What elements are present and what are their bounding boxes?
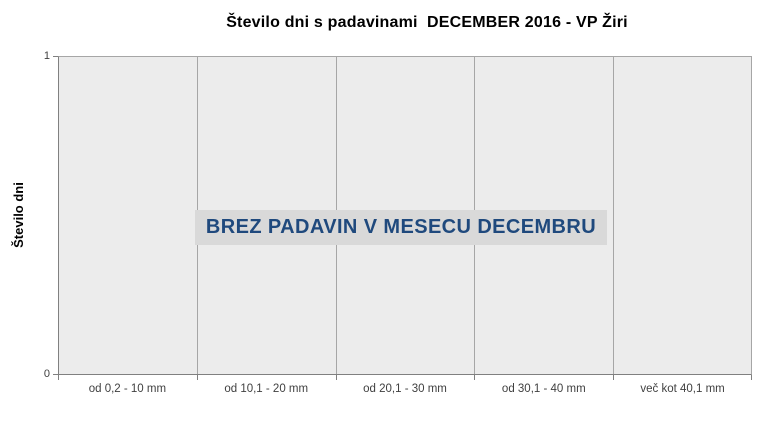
x-axis-label: od 30,1 - 40 mm <box>501 383 586 395</box>
y-tick-label-max: 1 <box>43 50 50 62</box>
x-axis-tick-mark <box>751 375 752 380</box>
x-axis-label: od 10,1 - 20 mm <box>224 383 309 395</box>
x-axis-label: več kot 40,1 mm <box>640 383 725 395</box>
x-axis-labels: od 0,2 - 10 mm od 10,1 - 20 mm od 20,1 -… <box>58 383 752 395</box>
category-separator-line <box>612 57 614 374</box>
y-axis-tick-mark <box>53 56 58 57</box>
x-axis-tick-mark <box>197 375 198 380</box>
y-tick-label-min: 0 <box>43 368 50 380</box>
y-axis-title: Število dni <box>11 182 26 248</box>
x-axis-label: od 0,2 - 10 mm <box>88 383 167 395</box>
plot-area: BREZ PADAVIN V MESECU DECEMBRU <box>58 56 752 375</box>
chart-title: Število dni s padavinami DECEMBER 2016 -… <box>226 14 628 31</box>
y-axis-tick-mark <box>53 374 58 375</box>
x-axis-tick-mark <box>613 375 614 380</box>
x-axis-tick-mark <box>58 375 59 380</box>
x-axis-tick-mark <box>336 375 337 380</box>
x-axis-label: od 20,1 - 30 mm <box>363 383 447 395</box>
no-precipitation-annotation: BREZ PADAVIN V MESECU DECEMBRU <box>195 210 607 245</box>
x-axis-tick-mark <box>474 375 475 380</box>
